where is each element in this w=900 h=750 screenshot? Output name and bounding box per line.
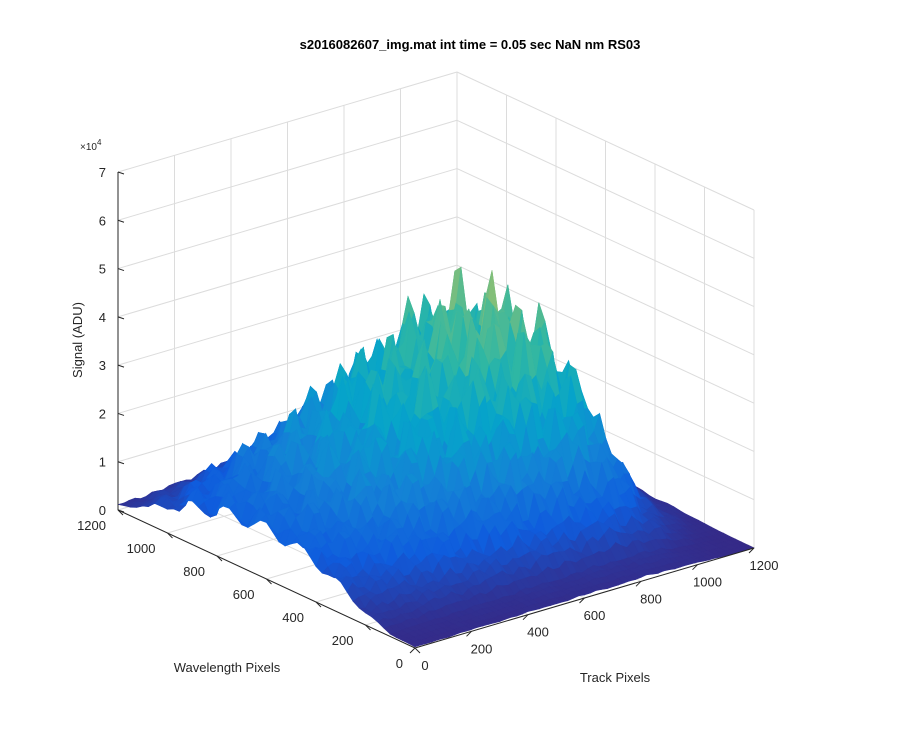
x-axis-label: Track Pixels [580, 670, 651, 685]
x-tick-label: 0 [421, 658, 428, 673]
grid-line-back-z [117, 119, 458, 221]
z-tick-mark [117, 461, 125, 465]
z-tick-label: 7 [99, 165, 106, 180]
grid-line-side-z [456, 216, 755, 356]
grid-line-side-z [456, 264, 755, 404]
x-tick-label: 1000 [693, 575, 722, 590]
z-tick-mark [117, 364, 125, 368]
x-tick-label: 800 [640, 591, 662, 606]
z-tick-mark [117, 316, 125, 320]
x-tick-label: 1200 [750, 558, 779, 573]
z-exponent-base: ×10 [80, 142, 97, 153]
z-tick-label: 0 [99, 503, 106, 518]
y-tick-label: 1200 [77, 518, 106, 533]
grid-line-back-z [117, 264, 458, 366]
grid-line-side-z [456, 71, 755, 211]
z-tick-mark [117, 509, 125, 513]
y-tick-label: 600 [233, 587, 255, 602]
x-tick-label: 200 [471, 641, 493, 656]
axis-layer: 0200400600800100012000200400600800100012… [77, 165, 778, 673]
z-tick-mark [117, 412, 125, 416]
y-tick-label: 200 [332, 633, 354, 648]
y-tick-mark [414, 647, 421, 654]
y-tick-label: 1000 [127, 541, 156, 556]
y-tick-label: 400 [282, 610, 304, 625]
z-axis-label: Signal (ADU) [70, 302, 85, 378]
z-tick-label: 4 [99, 310, 106, 325]
z-tick-label: 3 [99, 358, 106, 373]
z-tick-mark [117, 268, 125, 272]
surface-layer [117, 266, 755, 648]
label-layer: s2016082607_img.mat int time = 0.05 sec … [70, 37, 651, 685]
z-tick-label: 5 [99, 262, 106, 277]
x-tick-mark [409, 647, 416, 654]
x-tick-mark [522, 614, 529, 621]
x-tick-mark [692, 564, 698, 571]
y-tick-mark [117, 509, 124, 516]
x-tick-label: 600 [584, 608, 606, 623]
z-tick-mark [117, 219, 125, 223]
y-axis-label: Wavelength Pixels [174, 660, 281, 675]
x-tick-mark [466, 630, 472, 637]
grid-line-side-z [456, 168, 755, 308]
y-tick-mark [167, 532, 173, 539]
grid-line-back-z [117, 71, 458, 173]
z-exponent-power: 4 [97, 138, 102, 147]
grid-line-back-z [117, 168, 458, 270]
z-tick-mark [117, 171, 125, 175]
x-tick-mark [748, 547, 755, 554]
surface-patch [408, 641, 422, 648]
x-tick-mark [579, 597, 585, 604]
z-tick-label: 1 [99, 455, 106, 470]
grid-line-side-z [456, 119, 755, 259]
y-tick-mark [365, 624, 371, 631]
y-tick-mark [266, 578, 272, 585]
y-tick-label: 800 [183, 564, 205, 579]
z-tick-label: 2 [99, 406, 106, 421]
grid-line-back-z [117, 216, 458, 318]
x-tick-label: 400 [527, 625, 549, 640]
x-tick-mark [635, 580, 642, 587]
y-tick-mark [216, 555, 223, 562]
chart-title: s2016082607_img.mat int time = 0.05 sec … [300, 37, 641, 52]
y-tick-mark [315, 601, 322, 608]
z-tick-label: 6 [99, 213, 106, 228]
y-tick-label: 0 [396, 656, 403, 671]
